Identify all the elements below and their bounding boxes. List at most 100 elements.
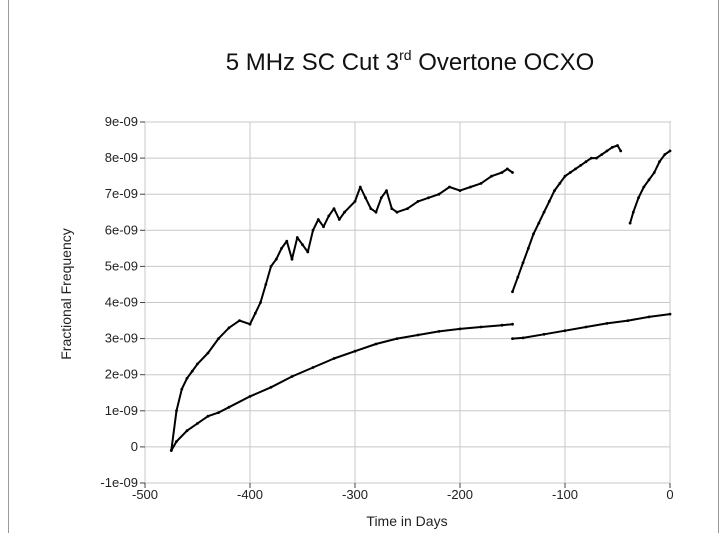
- data-point: [511, 171, 514, 174]
- data-point: [364, 196, 367, 200]
- y-tick-label: 3e-09: [105, 331, 138, 346]
- series-line: [511, 144, 622, 293]
- data-point: [227, 326, 231, 330]
- data-point: [511, 322, 514, 326]
- data-point: [458, 189, 462, 193]
- data-point: [295, 236, 299, 239]
- data-point: [537, 221, 541, 225]
- data-point: [574, 167, 577, 171]
- x-tick-label: -200: [447, 487, 473, 502]
- data-point: [337, 218, 341, 221]
- data-point: [626, 319, 630, 322]
- data-point: [264, 283, 268, 286]
- data-point: [647, 178, 651, 182]
- data-point: [490, 174, 493, 178]
- data-point: [628, 221, 632, 225]
- data-point: [332, 207, 336, 211]
- chart-title: 5 MHz SC Cut 3rd Overtone OCXO: [226, 47, 595, 76]
- data-point: [369, 207, 373, 211]
- data-point: [479, 182, 483, 185]
- data-point: [395, 210, 399, 214]
- data-point: [416, 200, 420, 203]
- data-point: [584, 325, 588, 329]
- x-tick-label: -500: [132, 487, 158, 502]
- data-point: [605, 149, 609, 153]
- data-point: [553, 189, 556, 193]
- data-point: [521, 261, 525, 265]
- data-point: [238, 319, 241, 322]
- data-point: [516, 275, 520, 279]
- x-tick-label: -400: [237, 487, 263, 502]
- data-point: [542, 332, 546, 336]
- data-point: [290, 375, 294, 378]
- data-point: [505, 167, 509, 171]
- data-point: [406, 207, 409, 211]
- data-point: [511, 290, 514, 294]
- data-point: [652, 171, 656, 174]
- data-point: [579, 163, 583, 167]
- data-point: [658, 160, 661, 164]
- y-tick-label: 2e-09: [105, 367, 138, 382]
- data-point: [322, 225, 325, 229]
- data-point: [217, 411, 220, 414]
- data-point: [327, 214, 331, 218]
- data-point: [280, 247, 283, 250]
- data-point: [631, 210, 635, 214]
- data-point: [668, 312, 672, 316]
- grid-lines: [144, 121, 671, 484]
- data-point: [663, 153, 667, 156]
- data-point: [306, 250, 310, 254]
- data-point: [584, 160, 588, 164]
- data-point: [311, 228, 315, 232]
- data-point: [274, 257, 278, 261]
- frame-right-border: [718, 0, 719, 533]
- data-point: [227, 405, 231, 409]
- data-point: [353, 200, 357, 203]
- data-point: [610, 145, 614, 149]
- data-point: [206, 414, 210, 418]
- series-line: [170, 167, 514, 451]
- frame-left-border: [8, 0, 9, 533]
- data-point: [175, 409, 178, 413]
- data-point: [511, 337, 514, 340]
- data-point: [619, 149, 623, 153]
- data-point: [532, 232, 535, 236]
- data-point: [269, 265, 273, 268]
- data-point: [542, 210, 546, 214]
- data-point: [479, 325, 483, 329]
- axis-ticks: -500 -400 -300 -200 -100 0 -1e-09 0 1e-09 2e-09 3e…: [100, 114, 673, 502]
- y-axis-label: Fractional Frequency: [58, 228, 74, 360]
- y-tick-label: 5e-09: [105, 258, 138, 273]
- data-point: [301, 243, 304, 247]
- data-point: [521, 336, 525, 340]
- x-tick-label: 0: [666, 487, 673, 502]
- data-point: [196, 422, 199, 425]
- data-point: [558, 182, 562, 185]
- data-point: [259, 301, 262, 304]
- data-point: [248, 395, 252, 398]
- data-point: [416, 333, 420, 337]
- data-point: [311, 366, 315, 369]
- data-point: [526, 247, 530, 250]
- data-point: [563, 329, 567, 333]
- data-point: [500, 323, 504, 327]
- data-point: [568, 171, 572, 174]
- data-point: [547, 200, 551, 203]
- data-point: [469, 185, 472, 189]
- x-axis-label: Time in Days: [366, 513, 447, 529]
- y-tick-label: 9e-09: [105, 114, 138, 129]
- data-point: [190, 369, 194, 373]
- data-point: [448, 185, 451, 189]
- data-point: [668, 149, 672, 153]
- data-point: [353, 349, 357, 353]
- data-point: [458, 327, 462, 331]
- data-point: [332, 357, 336, 360]
- data-point: [175, 440, 178, 443]
- data-point: [316, 218, 320, 221]
- data-point: [269, 385, 273, 389]
- data-point: [500, 171, 504, 174]
- data-point: [647, 315, 651, 319]
- data-point: [437, 192, 441, 196]
- data-point: [185, 376, 189, 380]
- x-tick-label: -300: [342, 487, 368, 502]
